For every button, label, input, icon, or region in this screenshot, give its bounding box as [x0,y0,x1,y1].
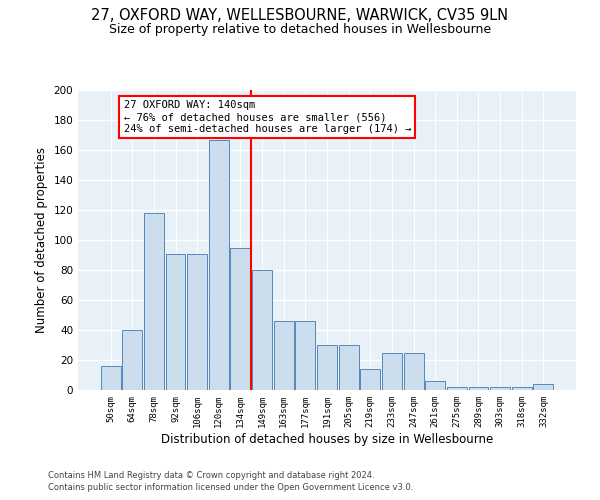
Bar [230,248,250,390]
Bar [338,345,359,390]
Bar [166,254,185,390]
Bar [317,345,337,390]
Text: 27 OXFORD WAY: 140sqm
← 76% of detached houses are smaller (556)
24% of semi-det: 27 OXFORD WAY: 140sqm ← 76% of detached … [124,100,411,134]
Text: Contains public sector information licensed under the Open Government Licence v3: Contains public sector information licen… [48,483,413,492]
Bar [490,387,510,390]
Bar [533,384,553,390]
Bar [187,254,207,390]
Bar [382,352,402,390]
Text: Size of property relative to detached houses in Wellesbourne: Size of property relative to detached ho… [109,22,491,36]
Y-axis label: Number of detached properties: Number of detached properties [35,147,48,333]
Text: Contains HM Land Registry data © Crown copyright and database right 2024.: Contains HM Land Registry data © Crown c… [48,470,374,480]
Bar [144,213,164,390]
Bar [361,369,380,390]
Bar [274,321,293,390]
Bar [425,381,445,390]
Bar [404,352,424,390]
Text: 27, OXFORD WAY, WELLESBOURNE, WARWICK, CV35 9LN: 27, OXFORD WAY, WELLESBOURNE, WARWICK, C… [91,8,509,22]
Bar [209,140,229,390]
Text: Distribution of detached houses by size in Wellesbourne: Distribution of detached houses by size … [161,432,493,446]
Bar [447,387,467,390]
Bar [122,330,142,390]
Bar [101,366,121,390]
Bar [252,270,272,390]
Bar [295,321,316,390]
Bar [469,387,488,390]
Bar [512,387,532,390]
